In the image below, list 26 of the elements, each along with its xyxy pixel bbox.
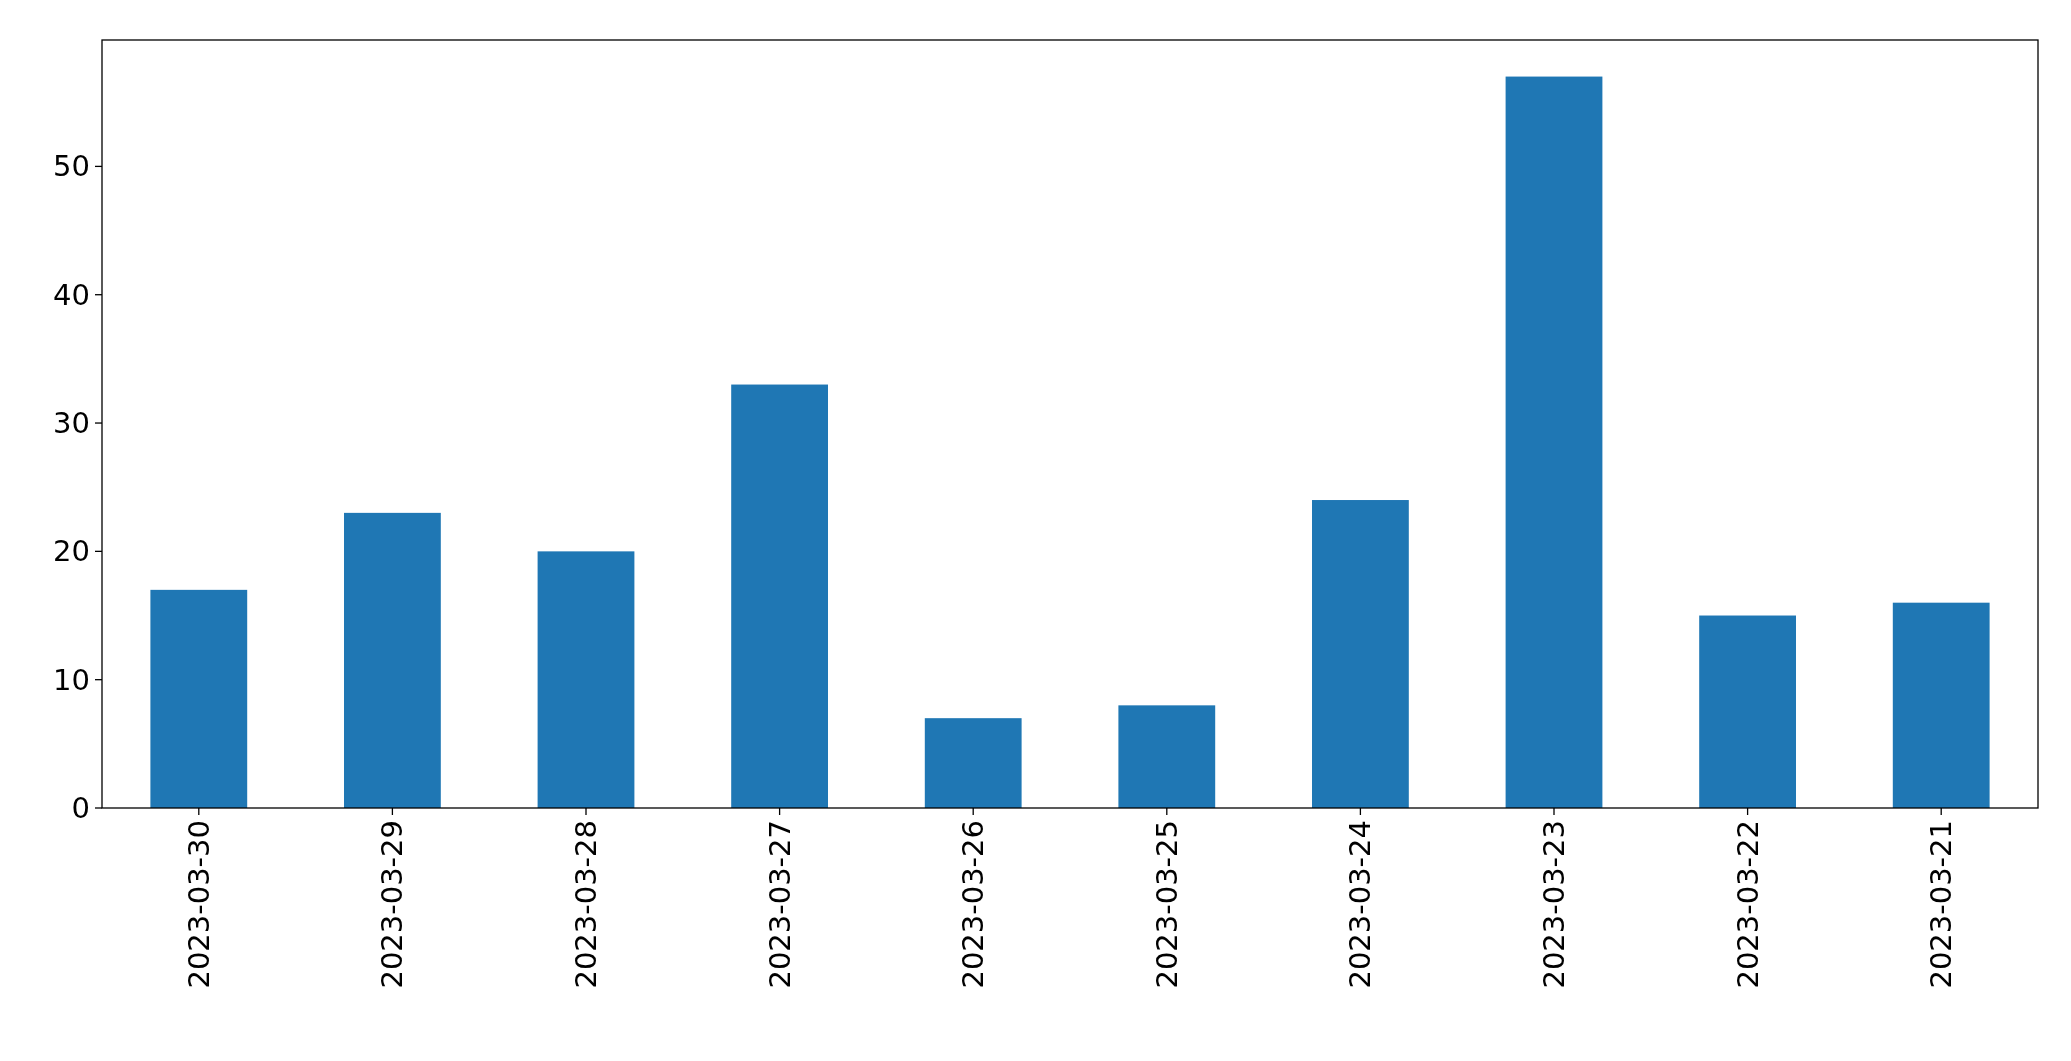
y-tick-label: 10 [53,662,90,697]
x-tick-label: 2023-03-22 [1730,820,1765,989]
y-tick-label: 50 [53,149,90,184]
bar [1892,602,1990,808]
x-tick-label: 2023-03-26 [956,820,991,989]
bar [537,551,635,808]
bar [1312,500,1409,808]
x-tick-label: 2023-03-24 [1343,820,1378,989]
bar [344,512,441,808]
x-tick-label: 2023-03-28 [569,820,603,989]
x-tick-label: 2023-03-23 [1537,820,1571,989]
y-tick-label: 0 [71,791,90,825]
y-tick-label: 20 [53,534,90,569]
x-tick-label: 2023-03-25 [1149,820,1184,989]
x-tick-label: 2023-03-30 [181,820,216,989]
bar [731,384,828,808]
x-tick-label: 2023-03-29 [375,820,410,989]
bar [1118,705,1216,808]
y-tick-label: 30 [53,406,90,441]
bar [924,718,1022,808]
y-tick-label: 40 [53,277,90,312]
x-tick-label: 2023-03-21 [1924,820,1959,989]
x-tick-label: 2023-03-27 [762,820,797,989]
bar [1699,615,1796,808]
bar [1505,76,1603,808]
bar [150,589,248,808]
